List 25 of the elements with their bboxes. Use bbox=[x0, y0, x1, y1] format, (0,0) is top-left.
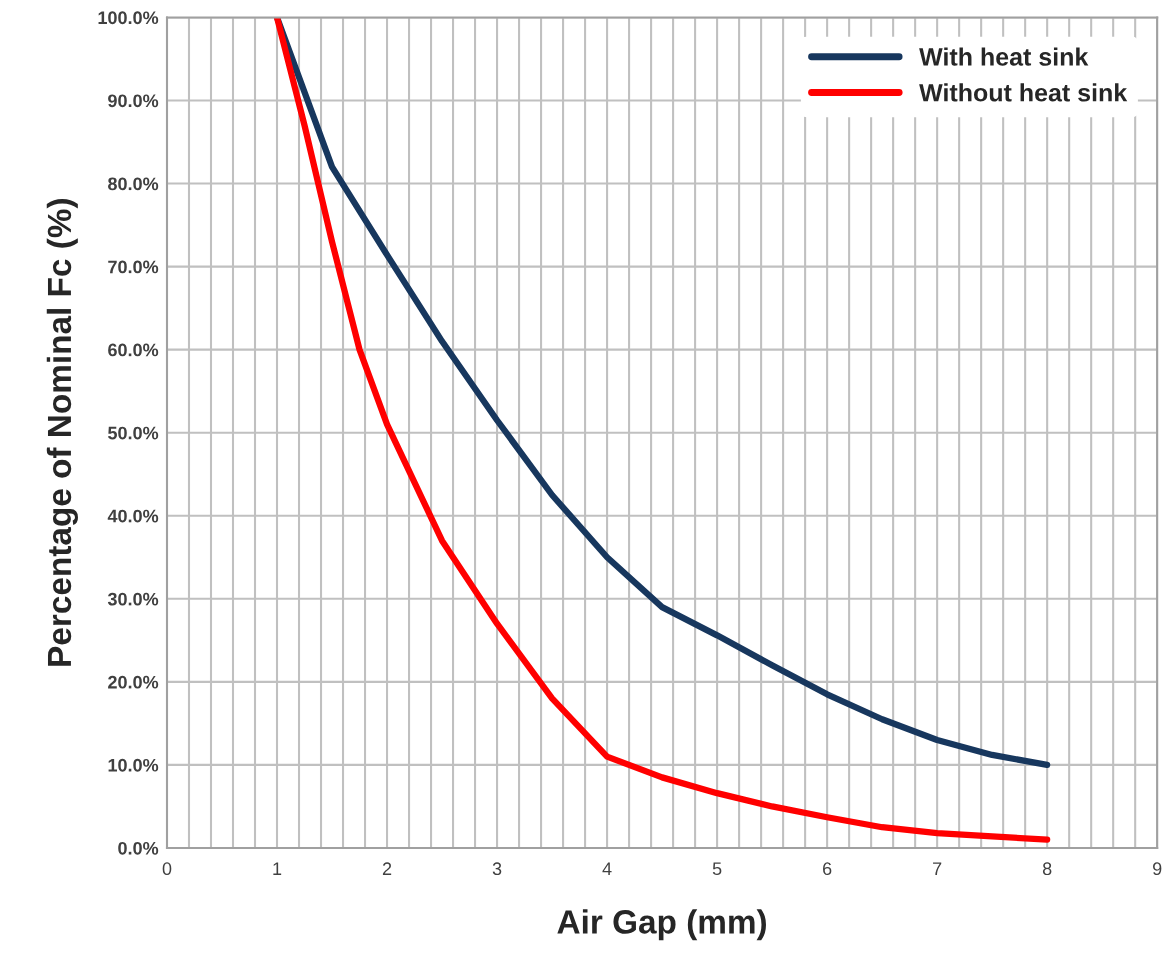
x-tick-label: 3 bbox=[492, 862, 502, 876]
legend-label: With heat sink bbox=[919, 47, 1089, 66]
y-tick-label: 50.0% bbox=[108, 426, 159, 440]
legend-label: Without heat sink bbox=[919, 83, 1128, 102]
x-tick-label: 5 bbox=[712, 862, 722, 876]
x-tick-label: 9 bbox=[1153, 862, 1162, 876]
x-tick-label: 6 bbox=[823, 862, 832, 876]
x-tick-label: 8 bbox=[1042, 862, 1052, 876]
y-tick-label: 60.0% bbox=[108, 343, 159, 357]
y-tick-label: 0.0% bbox=[118, 841, 159, 855]
y-tick-label: 20.0% bbox=[108, 675, 159, 689]
x-tick-label: 4 bbox=[602, 862, 612, 875]
x-tick-label: 0 bbox=[162, 862, 172, 876]
y-tick-label: 100.0% bbox=[98, 11, 159, 25]
y-tick-label: 70.0% bbox=[108, 260, 159, 274]
y-tick-label: 30.0% bbox=[107, 592, 159, 606]
x-tick-label: 1 bbox=[273, 862, 282, 875]
x-tick-label: 7 bbox=[933, 862, 942, 875]
y-axis-title: Percentage of Nominal Fc (%) bbox=[46, 199, 78, 666]
y-tick-label: 10.0% bbox=[108, 758, 159, 772]
y-tick-label: 80.0% bbox=[108, 177, 159, 191]
x-tick-label: 2 bbox=[382, 862, 392, 875]
y-tick-label: 90.0% bbox=[108, 94, 159, 108]
y-tick-label: 40.0% bbox=[107, 509, 159, 523]
x-axis-title: Air Gap (mm) bbox=[557, 909, 766, 941]
